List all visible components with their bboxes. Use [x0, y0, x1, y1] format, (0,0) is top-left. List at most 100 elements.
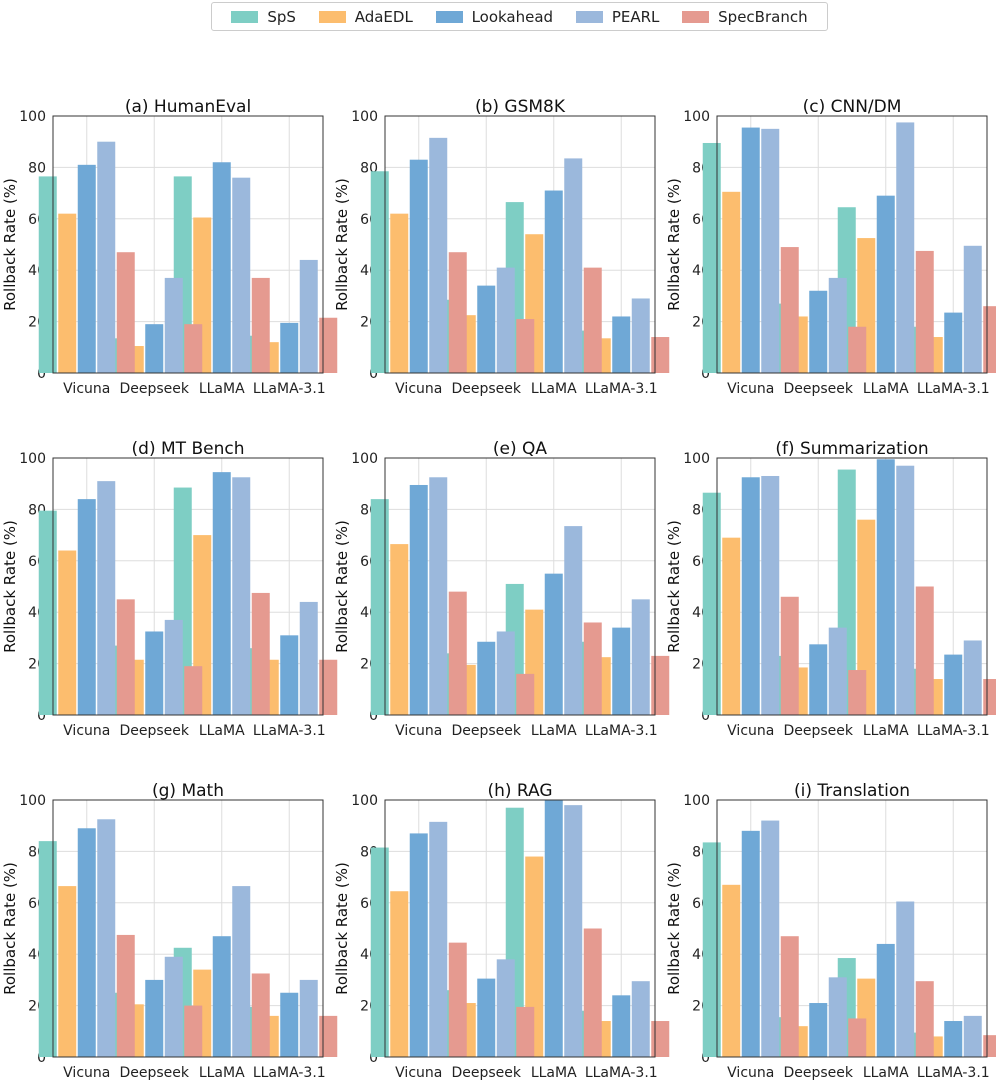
y-tick-label: 100 — [683, 109, 710, 125]
bar — [702, 842, 721, 1057]
bar — [390, 213, 409, 373]
y-axis-label: Rollback Rate (%) — [333, 862, 351, 995]
bar — [722, 191, 741, 373]
bar — [583, 928, 602, 1057]
y-tick-label: 0 — [701, 1050, 710, 1066]
bar — [915, 586, 934, 715]
legend-label: PEARL — [611, 7, 660, 26]
bar — [583, 267, 602, 373]
bar — [780, 596, 799, 715]
bar — [370, 499, 389, 715]
bar — [116, 934, 135, 1057]
bar — [77, 828, 96, 1057]
y-axis-label: Rollback Rate (%) — [1, 862, 19, 995]
bar — [651, 337, 670, 373]
x-tick-label: Deepseek — [451, 723, 521, 739]
y-axis-label: Rollback Rate (%) — [665, 862, 683, 995]
bar — [319, 317, 338, 373]
y-tick-label: 0 — [369, 708, 378, 724]
x-tick-label: LLaMA-3.1 — [917, 381, 990, 397]
bar — [612, 995, 631, 1057]
y-tick-label: 0 — [37, 1050, 46, 1066]
x-tick-label: LLaMA-3.1 — [253, 381, 326, 397]
legend-swatch — [575, 10, 603, 23]
bar — [409, 159, 428, 373]
chart-title: (d) MT Bench — [132, 439, 245, 459]
bar — [828, 977, 847, 1057]
bar — [429, 137, 448, 373]
bar — [116, 599, 135, 715]
plot-frame — [384, 457, 656, 716]
bar — [429, 477, 448, 715]
chart-title: (e) QA — [493, 439, 548, 459]
y-tick-label: 0 — [701, 708, 710, 724]
y-tick-label: 100 — [19, 793, 46, 809]
bar — [164, 277, 183, 373]
bar — [983, 306, 996, 373]
bar — [809, 644, 828, 715]
bar — [944, 312, 963, 373]
x-tick-label: LLaMA — [863, 381, 909, 397]
bar — [963, 640, 982, 715]
y-axis-label: Rollback Rate (%) — [1, 178, 19, 311]
bar — [516, 673, 535, 715]
bar — [651, 655, 670, 715]
x-tick-label: Deepseek — [451, 381, 521, 397]
y-tick-label: 100 — [351, 793, 378, 809]
bar — [390, 891, 409, 1057]
x-tick-label: LLaMA-3.1 — [253, 723, 326, 739]
bar — [477, 641, 496, 715]
bar — [857, 519, 876, 715]
bar — [390, 544, 409, 715]
x-tick-label: LLaMA — [199, 723, 245, 739]
plot-frame — [52, 457, 324, 716]
legend: SpS AdaEDL Lookahead PEARL SpecBranch — [211, 2, 828, 31]
bar — [702, 492, 721, 715]
plot-frame — [52, 115, 324, 374]
x-tick-label: LLaMA-3.1 — [917, 723, 990, 739]
bar — [232, 886, 251, 1057]
bar — [145, 631, 164, 715]
plot-frame — [384, 799, 656, 1058]
bar — [564, 526, 583, 715]
plot-frame — [716, 457, 988, 716]
x-tick-label: LLaMA-3.1 — [585, 381, 658, 397]
y-tick-label: 100 — [351, 451, 378, 467]
bar — [145, 979, 164, 1057]
bar — [299, 259, 318, 373]
x-tick-label: LLaMA — [531, 723, 577, 739]
bar — [896, 901, 915, 1057]
chart-title: (b) GSM8K — [475, 97, 566, 117]
legend-swatch — [318, 10, 346, 23]
bar — [848, 670, 867, 715]
x-tick-label: Deepseek — [119, 381, 189, 397]
bar — [761, 820, 780, 1057]
x-tick-label: Deepseek — [783, 381, 853, 397]
bar — [761, 475, 780, 715]
bar — [496, 631, 515, 715]
y-tick-label: 100 — [19, 451, 46, 467]
y-tick-label: 0 — [701, 366, 710, 382]
bar — [809, 290, 828, 373]
y-tick-label: 80 — [28, 160, 46, 176]
bar — [496, 267, 515, 373]
x-tick-label: LLaMA — [199, 1065, 245, 1081]
x-tick-label: Vicuna — [395, 723, 442, 739]
x-tick-label: Deepseek — [119, 1065, 189, 1081]
plot-frame — [52, 799, 324, 1058]
chart-title: (g) Math — [152, 781, 224, 801]
bar — [184, 1005, 203, 1057]
plot-frame — [716, 115, 988, 374]
bar — [97, 141, 116, 373]
bar — [477, 285, 496, 373]
bar — [876, 459, 895, 715]
x-tick-label: Vicuna — [395, 1065, 442, 1081]
legend-label: SpecBranch — [718, 7, 808, 26]
legend-label: SpS — [267, 7, 296, 26]
y-tick-label: 100 — [351, 109, 378, 125]
